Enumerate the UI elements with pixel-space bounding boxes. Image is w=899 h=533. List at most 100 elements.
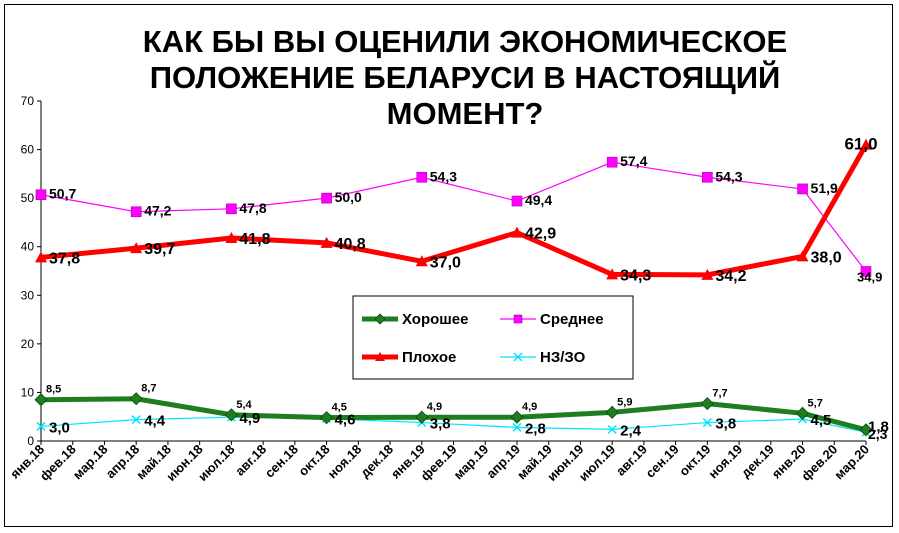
- series-0: [34, 392, 873, 437]
- x-tick-label: сен.18: [262, 442, 301, 481]
- marker-x: [36, 421, 46, 431]
- legend-label: Плохое: [402, 349, 456, 366]
- data-label: 4,5: [811, 412, 832, 429]
- marker-x: [131, 415, 141, 425]
- x-tick-label: сен.19: [643, 442, 682, 481]
- marker-diamond: [605, 405, 619, 419]
- marker-x: [513, 352, 523, 362]
- data-label: 41,8: [239, 231, 270, 248]
- data-label: 49,4: [525, 192, 552, 208]
- marker-diamond: [129, 392, 143, 406]
- data-label: 4,6: [335, 412, 356, 429]
- marker-diamond: [374, 313, 386, 325]
- marker-triangle: [375, 352, 385, 361]
- marker-triangle: [701, 268, 714, 280]
- marker-square: [321, 192, 332, 204]
- marker-x-stroke: [36, 421, 46, 431]
- x-tick-label: фев.20: [798, 442, 840, 484]
- marker-diamond: [224, 408, 238, 422]
- x-tick-label: фев.19: [418, 442, 460, 484]
- y-tick-label: 0: [27, 434, 34, 448]
- marker-x: [702, 418, 712, 428]
- data-label: 4,9: [239, 410, 260, 427]
- marker-diamond: [795, 406, 810, 420]
- series-line: [40, 161, 867, 273]
- legend-box: [352, 295, 634, 380]
- y-tick-label: 70: [21, 94, 35, 108]
- legend-label: Хорошее: [402, 311, 468, 328]
- data-label: 54,3: [430, 168, 457, 184]
- marker-diamond: [34, 393, 48, 407]
- y-tick-label: 20: [21, 337, 35, 351]
- data-label: 42,9: [525, 226, 556, 243]
- series-layer: [34, 138, 873, 437]
- title-line-1: КАК БЫ ВЫ ОЦЕНИЛИ ЭКОНОМИЧЕСКОЕ: [143, 24, 787, 59]
- data-label: 4,4: [144, 413, 166, 430]
- marker-square: [35, 189, 47, 201]
- marker-x-stroke: [607, 424, 617, 434]
- legend-label: Среднее: [540, 311, 604, 328]
- y-tick-label: 40: [21, 240, 35, 254]
- marker-square: [606, 156, 618, 168]
- marker-square: [860, 266, 872, 277]
- series-line: [38, 396, 869, 433]
- data-label: 34,9: [857, 269, 882, 284]
- data-label: 2,8: [525, 420, 546, 437]
- title-line-2: ПОЛОЖЕНИЕ БЕЛАРУСИ В НАСТОЯЩИЙ: [150, 59, 781, 95]
- legend: Хорошее Среднее Плохое НЗ/ЗО: [352, 295, 634, 380]
- marker-triangle: [225, 231, 238, 243]
- data-label: 7,7: [712, 388, 727, 400]
- marker-square: [511, 195, 523, 207]
- marker-triangle: [796, 250, 809, 262]
- marker-triangle: [415, 255, 428, 267]
- marker-x-stroke: [512, 422, 522, 432]
- data-label: 4,9: [522, 401, 537, 413]
- data-label: 3,8: [430, 416, 451, 433]
- marker-square: [226, 203, 237, 215]
- marker-diamond: [415, 410, 429, 424]
- data-label: 5,9: [617, 396, 632, 408]
- marker-triangle: [35, 251, 47, 263]
- marker-triangle: [606, 268, 619, 280]
- y-tick-label: 30: [21, 288, 35, 302]
- data-label: 3,8: [715, 416, 736, 433]
- marker-x-stroke: [513, 352, 523, 362]
- marker-square: [416, 171, 428, 183]
- data-label: 50,7: [49, 186, 76, 202]
- y-tick-label: 60: [21, 143, 35, 157]
- data-label: 3,0: [49, 419, 70, 436]
- data-label: 37,0: [430, 254, 461, 271]
- x-tick-label: фев.18: [37, 442, 79, 484]
- marker-diamond: [700, 397, 714, 411]
- marker-x: [607, 424, 617, 434]
- data-label: 57,4: [620, 153, 647, 169]
- y-tick-label: 10: [21, 385, 35, 399]
- data-label: 61,0: [844, 135, 877, 154]
- marker-diamond: [859, 423, 873, 437]
- data-label: 8,7: [141, 383, 156, 395]
- data-label: 5,7: [808, 397, 823, 409]
- data-label: 8,5: [46, 384, 61, 396]
- x-tick-label: мар.19: [451, 442, 492, 483]
- data-label: 2,3: [868, 426, 888, 442]
- data-labels: 50,7 47,2 47,8 50,0 54,3 49,4 57,4 54,3 51,9 34,9…: [46, 135, 889, 442]
- x-tick-label: мар.18: [70, 442, 111, 483]
- marker-square: [513, 314, 523, 324]
- legend-entry: Среднее: [500, 311, 604, 328]
- data-label: 51,9: [811, 180, 838, 196]
- marker-x: [512, 422, 522, 432]
- data-label: 40,8: [335, 236, 366, 253]
- y-tick-label: 50: [21, 191, 35, 205]
- data-label: 34,2: [715, 268, 746, 285]
- series-1: [35, 156, 872, 277]
- marker-square: [797, 183, 808, 195]
- data-label: 5,4: [236, 399, 252, 411]
- marker-x-stroke: [702, 418, 712, 428]
- chart-frame: [4, 4, 893, 527]
- marker-square: [702, 171, 713, 183]
- data-label: 39,7: [144, 241, 175, 258]
- legend-entry: НЗ/ЗО: [500, 349, 586, 366]
- data-label: 37,8: [49, 250, 80, 267]
- x-tick-label: мар.20: [831, 442, 872, 483]
